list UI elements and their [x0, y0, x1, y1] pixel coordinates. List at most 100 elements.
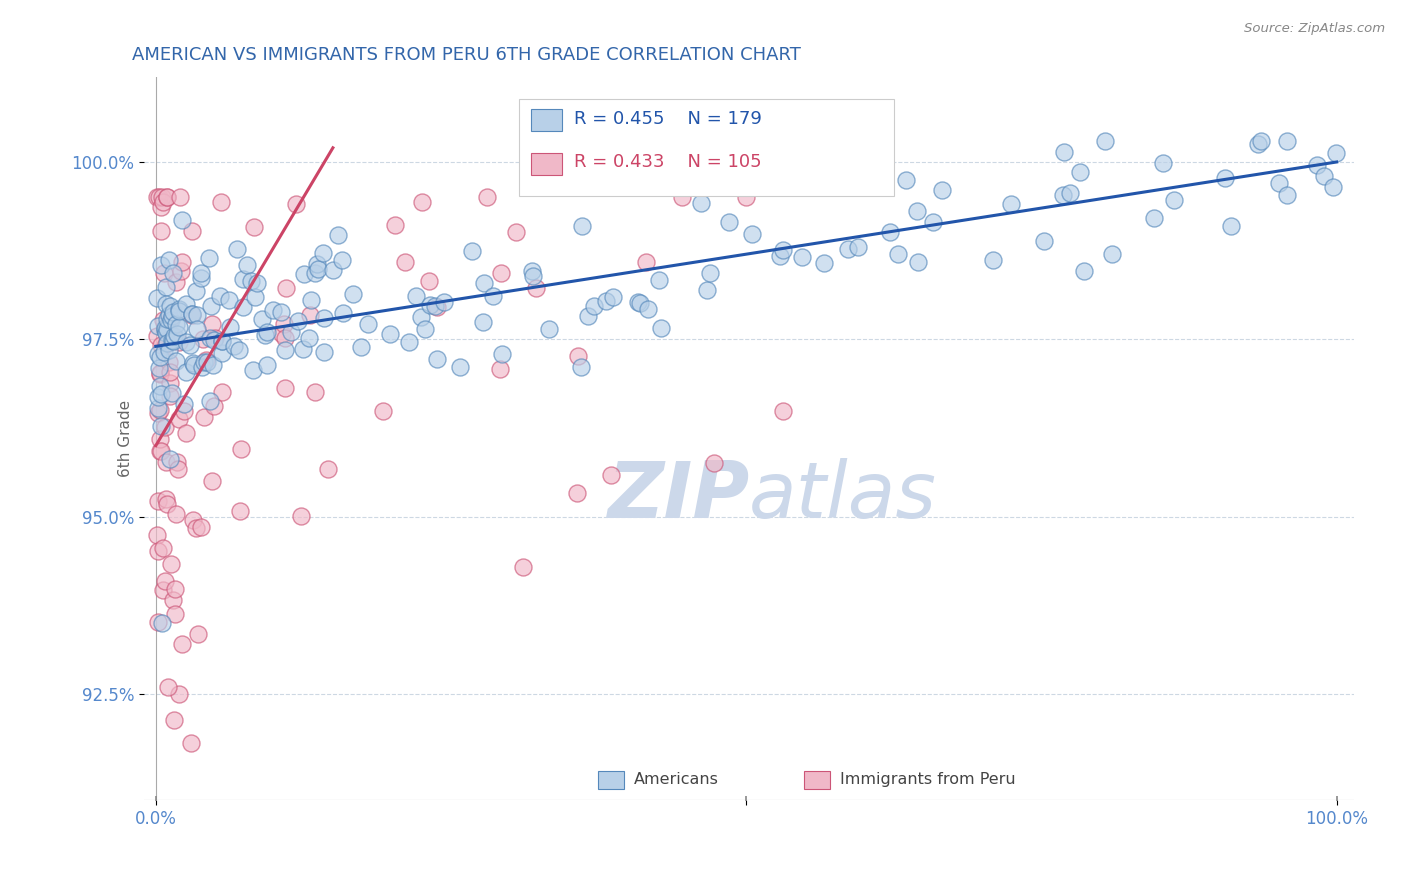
- Point: [411, 194, 433, 209]
- Point: [1247, 137, 1270, 152]
- Point: [162, 329, 184, 343]
- Point: [332, 306, 354, 320]
- Point: [146, 401, 169, 416]
- Point: [174, 425, 197, 440]
- Point: [405, 288, 427, 302]
- Point: [172, 637, 194, 651]
- Point: [149, 351, 172, 365]
- Point: [274, 281, 297, 295]
- Point: [307, 257, 329, 271]
- Point: [772, 243, 794, 257]
- Point: [180, 308, 202, 322]
- Point: [149, 403, 172, 417]
- Point: [159, 299, 181, 313]
- Point: [162, 304, 184, 318]
- Point: [1143, 211, 1166, 226]
- Point: [159, 376, 181, 390]
- Point: [156, 335, 179, 350]
- Point: [218, 293, 240, 307]
- Point: [201, 474, 224, 488]
- Point: [423, 299, 446, 313]
- Point: [520, 264, 543, 278]
- Point: [150, 419, 173, 434]
- Point: [703, 456, 725, 470]
- Point: [180, 307, 202, 321]
- Point: [145, 329, 167, 343]
- Point: [160, 309, 183, 323]
- Point: [1306, 158, 1329, 172]
- Point: [983, 253, 1005, 268]
- Point: [1033, 235, 1056, 249]
- Point: [671, 190, 693, 204]
- Point: [148, 391, 170, 405]
- Point: [394, 254, 416, 268]
- Point: [181, 512, 204, 526]
- Point: [242, 362, 264, 376]
- Point: [537, 322, 560, 336]
- Point: [1094, 134, 1116, 148]
- Point: [569, 359, 592, 374]
- Point: [162, 386, 184, 401]
- Point: [471, 315, 494, 329]
- Point: [211, 334, 233, 349]
- Point: [198, 331, 221, 345]
- Point: [209, 194, 232, 209]
- Point: [256, 326, 278, 340]
- Point: [600, 467, 623, 482]
- Point: [491, 266, 513, 280]
- Point: [312, 246, 335, 260]
- Point: [243, 220, 266, 235]
- Point: [157, 343, 180, 358]
- Point: [650, 321, 672, 335]
- Point: [146, 615, 169, 629]
- Point: [1000, 197, 1022, 211]
- Point: [718, 215, 741, 229]
- Point: [146, 291, 169, 305]
- Bar: [804, 771, 831, 789]
- Point: [200, 299, 222, 313]
- Point: [155, 336, 177, 351]
- Point: [169, 264, 191, 278]
- Point: [1059, 186, 1081, 200]
- Point: [149, 432, 172, 446]
- Point: [153, 321, 176, 335]
- Point: [229, 442, 252, 456]
- Point: [314, 344, 336, 359]
- Point: [149, 224, 172, 238]
- Y-axis label: 6th Grade: 6th Grade: [118, 400, 132, 477]
- Point: [157, 680, 180, 694]
- Point: [636, 254, 658, 268]
- Point: [628, 295, 651, 310]
- Point: [160, 313, 183, 327]
- Point: [159, 312, 181, 326]
- Point: [166, 326, 188, 341]
- Point: [921, 214, 943, 228]
- Point: [284, 197, 307, 211]
- Point: [253, 328, 276, 343]
- Point: [491, 346, 513, 360]
- Point: [1053, 145, 1076, 159]
- Point: [159, 327, 181, 342]
- Point: [1101, 247, 1123, 261]
- Point: [595, 294, 617, 309]
- Point: [183, 358, 205, 372]
- Point: [190, 520, 212, 534]
- Point: [167, 319, 190, 334]
- Point: [873, 178, 896, 192]
- Text: atlas: atlas: [749, 458, 936, 534]
- Point: [184, 521, 207, 535]
- Point: [146, 527, 169, 541]
- Point: [146, 494, 169, 508]
- Point: [165, 275, 187, 289]
- Point: [155, 455, 177, 469]
- Point: [174, 296, 197, 310]
- Point: [146, 318, 169, 333]
- Point: [166, 462, 188, 476]
- Point: [167, 412, 190, 426]
- Point: [193, 332, 215, 346]
- Point: [696, 283, 718, 297]
- Point: [157, 308, 180, 322]
- Point: [160, 333, 183, 347]
- Point: [224, 339, 246, 353]
- Point: [357, 318, 380, 332]
